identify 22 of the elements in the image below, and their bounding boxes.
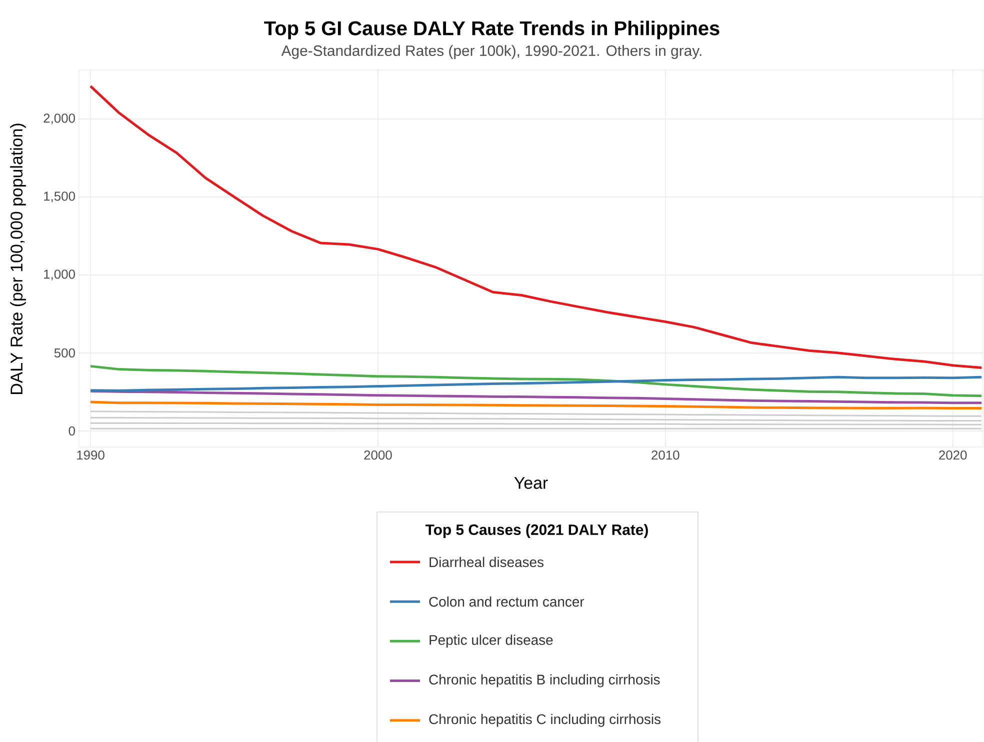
y-tick-label: 1,000 <box>44 270 75 280</box>
legend-label: Chronic hepatitis B including cirrhosis <box>429 674 660 688</box>
legend-label: Diarrheal diseases <box>430 556 544 568</box>
chart-subtitle: Age-Standardized Rates (per 100k), 1990-2021. Others in gray. <box>281 45 702 59</box>
legend-label: Chronic hepatitis C including cirrhosis <box>429 714 661 727</box>
x-tick-label: 2020 <box>939 450 967 460</box>
y-tick-label: 500 <box>54 348 75 358</box>
chart-title: Top 5 GI Cause DALY Rate Trends in Philippines <box>264 20 720 40</box>
x-tick-label: 2010 <box>652 450 680 460</box>
line-series <box>89 84 983 369</box>
line-series <box>89 364 983 398</box>
y-tick-label: 2,000 <box>44 114 75 124</box>
y-tick-label: 0 <box>68 426 75 436</box>
x-tick-label: 2000 <box>364 450 392 460</box>
legend-label: Colon and rectum cancer <box>429 596 584 607</box>
y-axis-title: DALY Rate (per 100,000 population) <box>10 124 26 394</box>
line-series <box>89 390 983 404</box>
legend-title: Top 5 Causes (2021 DALY Rate) <box>425 524 648 538</box>
legend-label: Peptic ulcer disease <box>430 634 553 648</box>
x-axis-title: Year <box>514 477 548 489</box>
x-tick-label: 1990 <box>77 450 104 460</box>
y-tick-label: 1,500 <box>44 192 75 202</box>
